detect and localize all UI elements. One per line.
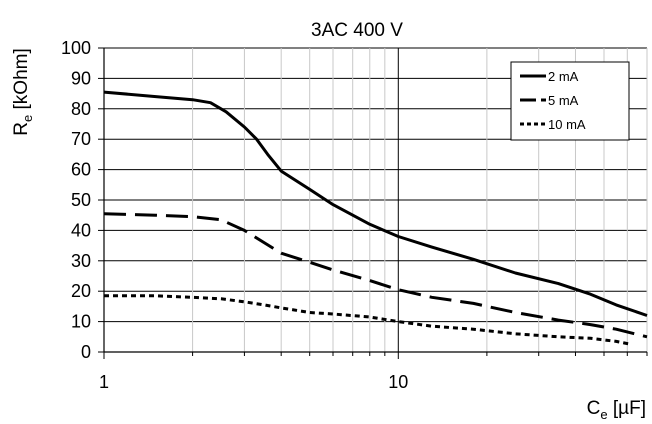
y-axis-label-sub: e	[20, 115, 35, 122]
series-line-1	[103, 90, 648, 317]
y-tick-label: 30	[71, 251, 91, 271]
y-tick-label: 50	[71, 190, 91, 210]
x-axis-label: Ce [µF]	[587, 398, 646, 422]
y-axis-label-unit: [kOhm]	[11, 48, 32, 115]
y-tick-label: 70	[71, 129, 91, 149]
y-axis-label-main: R	[11, 122, 32, 136]
x-tick-label: 10	[388, 372, 408, 392]
legend: 2 mA 5 mA 10 mA	[510, 61, 630, 141]
y-tick-label: 90	[71, 68, 91, 88]
x-axis-label-sub: e	[600, 407, 607, 422]
y-tick-label: 20	[71, 281, 91, 301]
y-tick-label: 0	[81, 342, 91, 362]
y-tick-label: 60	[71, 160, 91, 180]
x-axis-label-main: C	[587, 398, 601, 419]
y-tick-label: 80	[71, 99, 91, 119]
chart-title: 3AC 400 V	[311, 20, 403, 41]
series-lines	[103, 90, 648, 346]
y-axis-label: Re [kOhm]	[11, 48, 35, 135]
series-line-2	[103, 212, 648, 339]
y-tick-label: 10	[71, 312, 91, 332]
legend-label-1: 2 mA	[548, 69, 579, 84]
y-tick-label: 100	[61, 38, 91, 58]
legend-label-2: 5 mA	[548, 93, 579, 108]
y-tick-label: 40	[71, 220, 91, 240]
x-tick-label: 1	[99, 372, 109, 392]
axes	[98, 47, 648, 359]
series-line-3	[104, 294, 632, 346]
legend-label-3: 10 mA	[548, 117, 586, 132]
x-axis-label-unit: [µF]	[608, 398, 646, 419]
